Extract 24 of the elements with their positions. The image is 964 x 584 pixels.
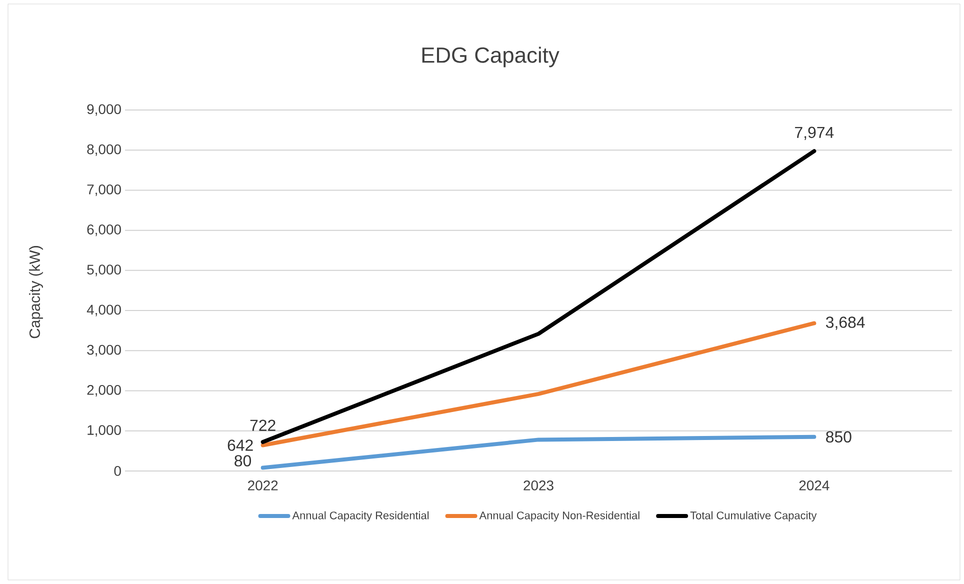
data-label: 3,684 (826, 316, 865, 330)
data-label: 80 (234, 455, 252, 466)
legend-label: Total Cumulative Capacity (690, 511, 817, 522)
y-tick-label: 9,000 (87, 104, 121, 116)
chart-title: EDG Capacity (422, 46, 560, 68)
y-tick-label: 4,000 (86, 304, 121, 316)
data-label: 722 (250, 420, 276, 431)
y-tick-label: 6,000 (87, 224, 121, 236)
y-tick-label: 7,000 (87, 184, 121, 196)
y-tick-label: 3,000 (87, 344, 121, 356)
y-tick-label: 1,000 (88, 425, 121, 437)
x-tick-label: 2022 (248, 480, 278, 490)
y-tick-label: 8,000 (87, 144, 121, 156)
data-label: 850 (826, 431, 852, 443)
y-axis-title: Capacity (kW) (29, 246, 43, 338)
x-tick-label: 2024 (799, 480, 830, 490)
legend-label: Annual Capacity Residential (292, 511, 429, 522)
y-tick-label: 5,000 (87, 264, 121, 276)
data-label: 7,974 (795, 126, 834, 140)
legend-label: Annual Capacity Non-Residential (479, 511, 640, 522)
data-label: 642 (228, 440, 253, 451)
y-tick-label: 2,000 (87, 384, 121, 397)
x-tick-label: 2023 (524, 480, 554, 490)
y-tick-label: 0 (114, 466, 121, 476)
